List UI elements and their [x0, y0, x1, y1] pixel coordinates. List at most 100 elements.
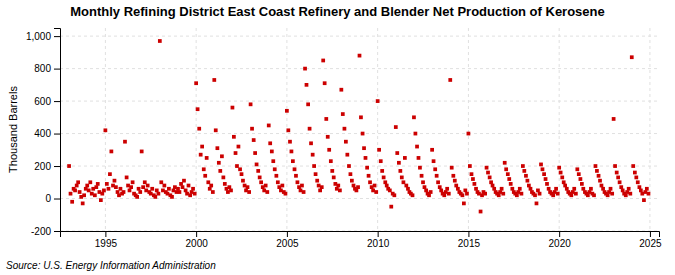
point	[598, 179, 602, 183]
point	[542, 172, 546, 176]
tick-mark	[54, 199, 60, 200]
point	[315, 179, 319, 183]
point	[612, 117, 616, 121]
point	[402, 180, 406, 184]
point	[318, 189, 322, 193]
point	[633, 171, 637, 175]
point	[209, 184, 213, 188]
point	[182, 179, 186, 183]
point	[200, 145, 204, 149]
point	[293, 167, 297, 171]
point	[155, 189, 159, 193]
point	[211, 190, 215, 194]
point	[255, 163, 259, 167]
point	[202, 167, 206, 171]
point	[184, 189, 188, 193]
point	[456, 187, 460, 191]
point	[290, 150, 294, 154]
point	[167, 187, 171, 191]
point	[99, 198, 103, 202]
point	[329, 159, 333, 163]
point	[645, 187, 649, 191]
point	[229, 189, 233, 193]
point	[220, 154, 224, 158]
point	[418, 166, 422, 170]
tick: 200	[34, 161, 60, 172]
tick-mark	[378, 231, 379, 237]
point	[554, 187, 558, 191]
point	[252, 138, 256, 142]
grid-line	[559, 28, 560, 231]
point	[303, 67, 307, 71]
tick-label: 2005	[276, 238, 299, 249]
point	[339, 88, 343, 92]
point	[288, 140, 292, 144]
point	[569, 193, 573, 197]
point	[274, 174, 278, 178]
point	[414, 132, 418, 136]
point	[373, 184, 377, 188]
tick: 400	[34, 128, 60, 139]
point	[429, 190, 433, 194]
point	[417, 156, 421, 160]
point	[467, 132, 471, 136]
point	[104, 128, 108, 132]
tick-label: 2020	[549, 238, 572, 249]
tick-mark	[54, 231, 60, 232]
point	[70, 200, 74, 204]
point	[170, 195, 174, 199]
point	[206, 180, 210, 184]
point	[193, 192, 197, 196]
grid	[60, 28, 659, 231]
point	[400, 176, 404, 180]
point	[330, 169, 334, 173]
point	[382, 176, 386, 180]
tick-mark	[54, 134, 60, 135]
point	[140, 150, 144, 154]
point	[628, 192, 632, 196]
point	[406, 187, 410, 191]
point	[438, 185, 442, 189]
point	[624, 193, 628, 197]
point	[268, 141, 272, 145]
points	[67, 39, 650, 213]
point	[343, 127, 347, 131]
point	[524, 174, 528, 178]
point	[526, 179, 530, 183]
point	[565, 187, 569, 191]
point	[579, 177, 583, 181]
point	[488, 176, 492, 180]
point	[631, 164, 635, 168]
point	[479, 210, 483, 214]
point	[501, 192, 505, 196]
point	[613, 164, 617, 168]
point	[600, 184, 604, 188]
point	[473, 182, 477, 186]
point	[205, 156, 209, 160]
point	[557, 166, 561, 170]
point	[630, 55, 634, 59]
y-axis: -20002004006008001,000	[26, 29, 61, 237]
tick-mark	[287, 231, 288, 237]
tick: 600	[34, 96, 60, 107]
point	[398, 169, 402, 173]
point	[157, 192, 161, 196]
point	[522, 169, 526, 173]
point	[394, 125, 398, 129]
point	[96, 182, 100, 186]
point	[119, 187, 123, 191]
point	[267, 124, 271, 128]
tick: 2000	[186, 231, 209, 249]
point	[270, 150, 274, 154]
point	[250, 127, 254, 131]
point	[634, 176, 638, 180]
point	[491, 184, 495, 188]
point	[73, 189, 77, 193]
chart: 1995200020052010201520202025-20002004006…	[0, 0, 675, 275]
point	[93, 193, 97, 197]
annotation: Source: U.S. Energy Information Administ…	[6, 260, 216, 271]
tick-mark	[105, 231, 106, 237]
point	[445, 187, 449, 191]
point	[88, 180, 92, 184]
point	[345, 153, 349, 157]
